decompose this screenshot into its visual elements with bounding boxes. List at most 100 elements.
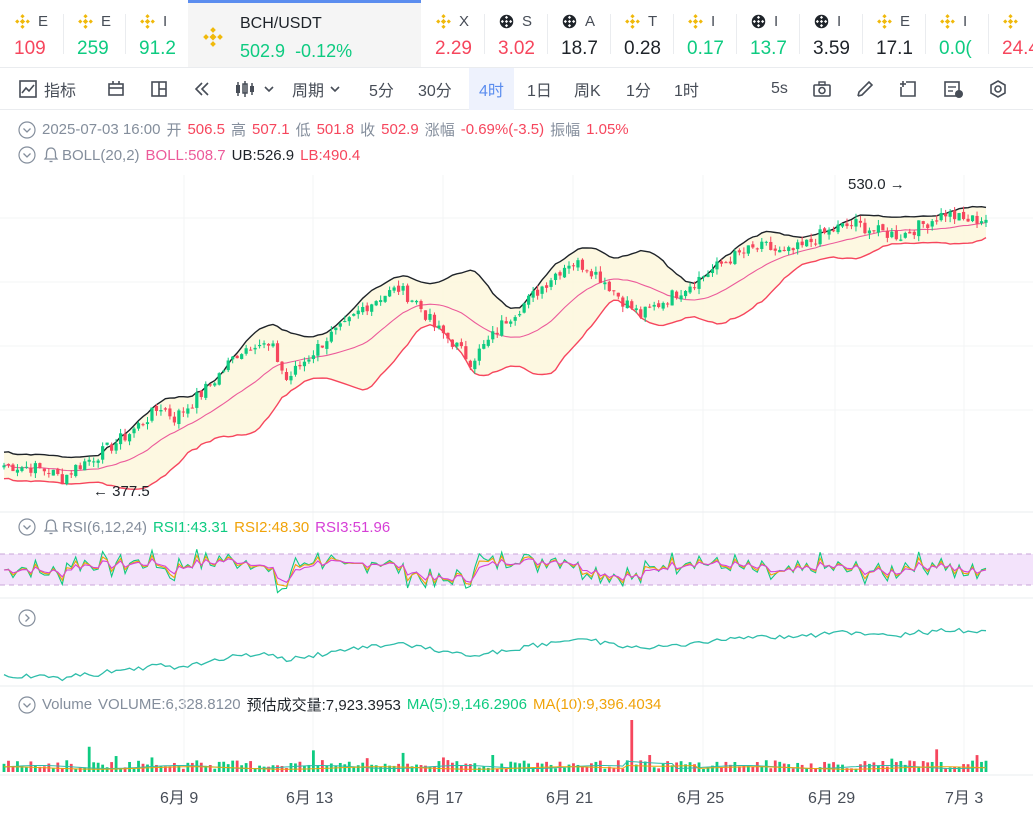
volume-bar <box>181 768 185 772</box>
ticker-price-value: 502.9 <box>240 41 286 61</box>
camera-icon[interactable] <box>812 79 832 99</box>
ticker-item[interactable]: E 109 <box>0 0 63 67</box>
interval-4h[interactable]: 4时 <box>469 68 514 110</box>
ticker-item[interactable]: BCH/USDT 502.9 -0.12% <box>188 0 421 67</box>
volume-bar <box>607 766 611 772</box>
candle-body <box>298 364 302 367</box>
candle-body <box>65 474 69 485</box>
candle-body <box>195 392 199 408</box>
ticker-item[interactable]: T 0.28 <box>610 0 673 67</box>
chart-type-dropdown[interactable] <box>234 68 276 110</box>
volume-bar <box>477 767 481 772</box>
rsi-band <box>0 554 1033 585</box>
interval-1d[interactable]: 1日 <box>527 68 552 110</box>
ticker-item[interactable]: S 3.02 <box>484 0 547 67</box>
settings-icon[interactable] <box>988 79 1008 99</box>
interval-label: 1时 <box>674 83 699 100</box>
volume-bar <box>652 767 656 772</box>
volume-bar <box>379 766 383 772</box>
candle-body <box>562 267 567 278</box>
candle-body <box>666 303 670 305</box>
binance-icon <box>436 14 451 29</box>
candle-body <box>858 220 863 223</box>
volume-bar <box>935 749 939 772</box>
candle-body <box>751 244 755 248</box>
ticker-item[interactable]: A 18.7 <box>547 0 610 67</box>
candle-body <box>352 313 356 316</box>
candle-body <box>320 345 324 348</box>
ticker-item[interactable]: X 2.29 <box>421 0 484 67</box>
candle-body <box>392 287 396 291</box>
candle-body <box>316 343 320 356</box>
candle-body <box>190 407 194 409</box>
interval-label: 30分 <box>418 83 452 100</box>
ticker-item[interactable]: I 91.2 <box>125 0 188 67</box>
expand-chevron-icon[interactable] <box>18 609 36 627</box>
volume-bar <box>742 765 746 772</box>
add-window-icon[interactable] <box>898 79 918 99</box>
candle-body <box>181 411 185 413</box>
ticker-item[interactable]: I 0.17 <box>673 0 736 67</box>
interval-5m[interactable]: 5分 <box>369 68 394 110</box>
volume-bar <box>576 764 580 772</box>
hidden-indicator-toggle[interactable] <box>18 609 42 627</box>
collapse-chevron-icon[interactable] <box>18 120 36 139</box>
rewind-icon[interactable] <box>192 79 212 99</box>
collapse-chevron-icon[interactable] <box>18 695 36 714</box>
bell-icon[interactable] <box>42 146 60 164</box>
candle-body <box>930 221 934 227</box>
interval-1h[interactable]: 1时 <box>674 68 699 110</box>
ticker-item[interactable]: E 17.1 <box>862 0 925 67</box>
candle-body <box>262 343 266 345</box>
volume-bar <box>688 762 692 772</box>
volume-bar <box>980 761 983 772</box>
volume-bar <box>451 762 454 772</box>
interval-1m[interactable]: 1分 <box>626 68 651 110</box>
boll-name: BOLL(20,2) <box>62 146 140 164</box>
rsi1-value: RSI1:43.31 <box>153 518 229 536</box>
chart-toolbar: 指标 周期 5分 30分 4时 1日 周K 1分 1时 5s <box>0 68 1033 110</box>
candle-body <box>280 361 284 371</box>
candle-body <box>854 219 858 227</box>
candle-body <box>796 242 800 250</box>
candle-body <box>840 223 845 227</box>
volume-bar <box>832 762 835 772</box>
candle-body <box>24 466 29 468</box>
volume-bar <box>56 762 60 772</box>
period-dropdown[interactable]: 周期 <box>292 68 342 110</box>
volume-bar <box>468 764 472 772</box>
volume-bar <box>894 762 898 772</box>
ticker-item[interactable]: I 0.0( <box>925 0 988 67</box>
layout-icon[interactable] <box>149 79 169 99</box>
binance-icon <box>15 14 30 29</box>
candle-style-icon[interactable] <box>106 79 126 99</box>
candle-body <box>881 224 885 231</box>
collapse-chevron-icon[interactable] <box>18 146 36 164</box>
candle-body <box>132 428 136 434</box>
bell-icon[interactable] <box>42 518 60 536</box>
volume-bar <box>679 761 683 772</box>
ticker-item[interactable]: I 13.7 <box>736 0 799 67</box>
interval-1w[interactable]: 周K <box>574 68 601 110</box>
amplitude-label: 振幅 <box>550 122 581 139</box>
volume-bar <box>51 767 55 772</box>
volume-bar <box>881 760 885 772</box>
volume-bar <box>971 760 974 772</box>
x-tick-label: 6月 29 <box>808 790 856 807</box>
candle-body <box>289 375 293 381</box>
indicators-button[interactable]: 指标 <box>18 68 76 110</box>
interval-30m[interactable]: 30分 <box>418 68 452 110</box>
candle-body <box>437 325 441 329</box>
ticker-item[interactable]: 24.4 <box>988 0 1033 67</box>
eraser-icon[interactable] <box>942 79 964 99</box>
pencil-icon[interactable] <box>855 79 875 99</box>
candle-body <box>240 354 244 359</box>
collapse-chevron-icon[interactable] <box>18 518 36 536</box>
volume-bar <box>343 764 347 772</box>
volume-bar <box>110 762 114 772</box>
ticker-item[interactable]: E 259 <box>63 0 125 67</box>
refresh-interval[interactable]: 5s <box>771 68 788 110</box>
candle-body <box>737 250 741 253</box>
ticker-item[interactable]: I 3.59 <box>799 0 862 67</box>
